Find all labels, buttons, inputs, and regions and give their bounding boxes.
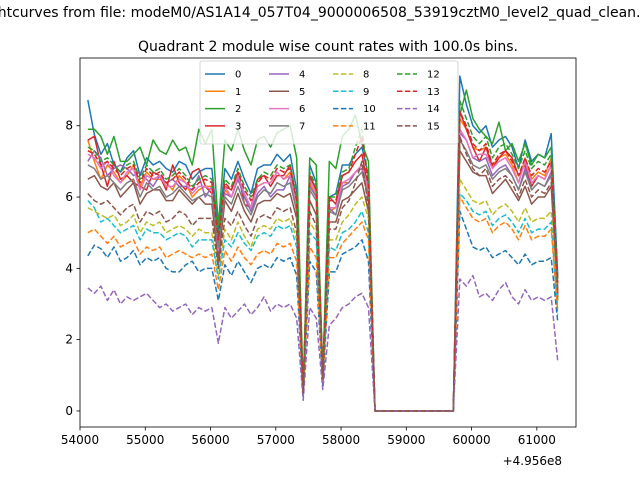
legend-item-13: 13 bbox=[397, 87, 440, 98]
legend-item-5: 5 bbox=[269, 87, 305, 98]
legend-item-7: 7 bbox=[269, 122, 305, 133]
legend-label: 2 bbox=[235, 104, 241, 115]
legend-label: 9 bbox=[363, 87, 369, 98]
y-tick-label: 0 bbox=[65, 404, 73, 418]
legend-item-1: 1 bbox=[205, 87, 241, 98]
legend-label: 0 bbox=[235, 70, 241, 81]
y-tick-label: 6 bbox=[65, 190, 73, 204]
legend-label: 4 bbox=[299, 70, 305, 81]
legend-item-8: 8 bbox=[333, 70, 369, 81]
legend-label: 3 bbox=[235, 122, 241, 133]
x-tick-label: 56000 bbox=[191, 433, 229, 447]
figure-suptitle: Lightcurves from file: modeM0/AS1A14_057… bbox=[0, 5, 640, 21]
legend-label: 12 bbox=[427, 70, 440, 81]
series-line-14 bbox=[87, 274, 559, 412]
legend-label: 6 bbox=[299, 104, 305, 115]
legend-item-6: 6 bbox=[269, 104, 305, 115]
x-tick-label: 58000 bbox=[322, 433, 360, 447]
legend-label: 14 bbox=[427, 104, 440, 115]
legend-item-14: 14 bbox=[397, 104, 440, 115]
legend-label: 10 bbox=[363, 104, 376, 115]
legend-item-2: 2 bbox=[205, 104, 241, 115]
legend-label: 15 bbox=[427, 122, 440, 133]
x-tick-label: 59000 bbox=[387, 433, 425, 447]
x-tick-label: 54000 bbox=[61, 433, 99, 447]
legend-frame bbox=[199, 60, 459, 145]
legend-item-15: 15 bbox=[397, 122, 440, 133]
legend-item-12: 12 bbox=[397, 70, 440, 81]
y-tick-label: 8 bbox=[65, 119, 73, 133]
legend-label: 11 bbox=[363, 122, 376, 133]
x-tick-label: 57000 bbox=[257, 433, 295, 447]
chart-title: Quadrant 2 module wise count rates with … bbox=[138, 39, 518, 55]
legend-label: 8 bbox=[363, 70, 369, 81]
legend-label: 13 bbox=[427, 87, 440, 98]
legend-label: 7 bbox=[299, 122, 305, 133]
y-tick-label: 2 bbox=[65, 333, 73, 347]
legend-item-4: 4 bbox=[269, 70, 305, 81]
x-offset-label: +4.956e8 bbox=[503, 454, 562, 468]
y-tick-label: 4 bbox=[65, 261, 73, 275]
legend-item-9: 9 bbox=[333, 87, 369, 98]
legend-item-11: 11 bbox=[333, 122, 376, 133]
x-tick-label: 60000 bbox=[452, 433, 490, 447]
legend-item-10: 10 bbox=[333, 104, 376, 115]
legend-item-0: 0 bbox=[205, 70, 241, 81]
series-layer bbox=[87, 75, 559, 412]
legend-label: 5 bbox=[299, 87, 305, 98]
axis-layer: 54000 55000 56000 57000 58000 59000 60000 61000… bbox=[61, 119, 556, 447]
series-line-15 bbox=[87, 135, 559, 412]
x-tick-label: 55000 bbox=[126, 433, 164, 447]
legend-label: 1 bbox=[235, 87, 241, 98]
legend-item-3: 3 bbox=[205, 122, 241, 133]
plot-frame bbox=[79, 57, 577, 428]
x-tick-label: 61000 bbox=[518, 433, 556, 447]
